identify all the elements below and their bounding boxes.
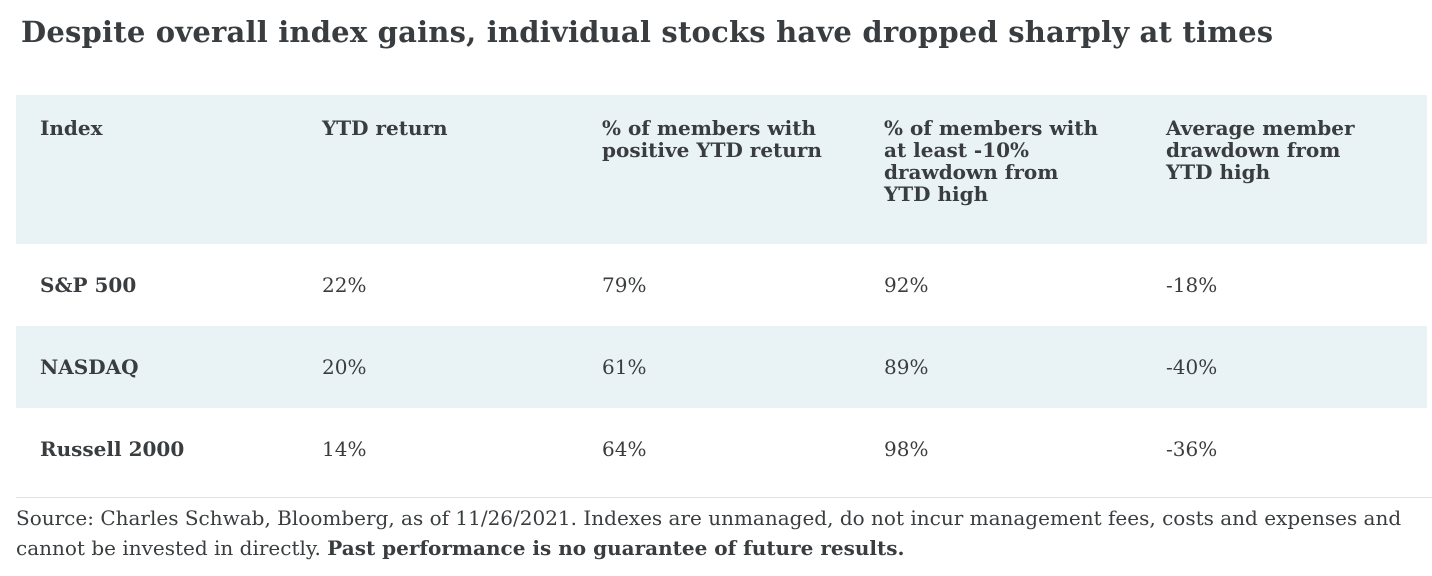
column-header-avg-drawdown: Average member drawdown from YTD high <box>1166 116 1355 184</box>
source-note: Source: Charles Schwab, Bloomberg, as of… <box>16 503 1418 563</box>
avg-drawdown-cell: -18% <box>1166 273 1218 297</box>
avg-drawdown-cell: -36% <box>1166 437 1218 461</box>
ytd-return-cell: 20% <box>322 355 367 379</box>
column-header-ytd-return: YTD return <box>322 116 448 140</box>
table-row-sp500: S&P 500 22% 79% 92% -18% <box>16 244 1427 326</box>
pct-drawdown-cell: 89% <box>884 355 929 379</box>
pct-positive-cell: 61% <box>602 355 647 379</box>
ytd-return-cell: 22% <box>322 273 367 297</box>
pct-positive-cell: 79% <box>602 273 647 297</box>
column-header-pct-drawdown: % of members with at least -10% drawdown… <box>884 116 1098 206</box>
table-row-russell2000: Russell 2000 14% 64% 98% -36% <box>16 408 1427 490</box>
column-header-pct-positive: % of members with positive YTD return <box>602 116 822 162</box>
footer-divider <box>16 497 1432 498</box>
table-header-row: Index YTD return % of members with posit… <box>16 95 1427 244</box>
source-text: Source: Charles Schwab, Bloomberg, as of… <box>16 506 1402 560</box>
index-name-cell: Russell 2000 <box>40 437 185 461</box>
chart-title: Despite overall index gains, individual … <box>21 15 1274 49</box>
index-name-cell: NASDAQ <box>40 355 139 379</box>
disclaimer-text: Past performance is no guarantee of futu… <box>327 536 905 560</box>
table-row-nasdaq: NASDAQ 20% 61% 89% -40% <box>16 326 1427 408</box>
table-body: S&P 500 22% 79% 92% -18% NASDAQ 20% 61% … <box>16 244 1427 490</box>
pct-positive-cell: 64% <box>602 437 647 461</box>
ytd-return-cell: 14% <box>322 437 367 461</box>
avg-drawdown-cell: -40% <box>1166 355 1218 379</box>
pct-drawdown-cell: 98% <box>884 437 929 461</box>
index-name-cell: S&P 500 <box>40 273 137 297</box>
column-header-index: Index <box>40 116 103 140</box>
pct-drawdown-cell: 92% <box>884 273 929 297</box>
index-drawdown-table: Index YTD return % of members with posit… <box>16 95 1427 490</box>
